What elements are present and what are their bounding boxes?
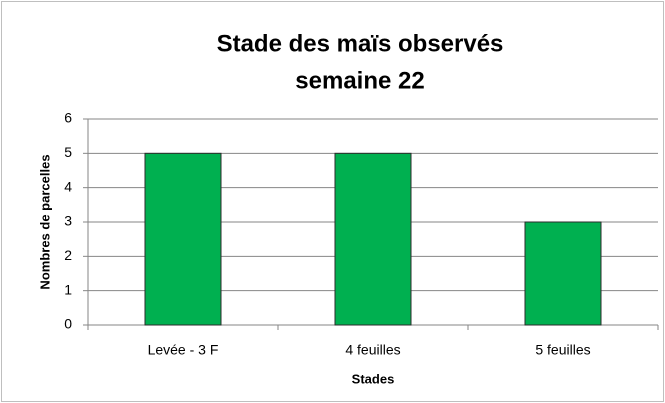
y-tick-label: 2: [64, 247, 72, 263]
chart-title: Stade des maïs observés: [217, 30, 504, 57]
x-tick-label: 5 feuilles: [535, 342, 590, 358]
y-tick-label: 1: [64, 281, 72, 297]
y-tick-label: 3: [64, 213, 72, 229]
x-axis-title: Stades: [352, 371, 395, 386]
y-tick-label: 6: [64, 110, 72, 126]
bar: [334, 152, 412, 326]
y-tick-label: 0: [64, 316, 72, 332]
y-axis-title: Nombres de parcelles: [37, 154, 52, 289]
chart-title: semaine 22: [295, 67, 424, 94]
bar: [144, 152, 222, 326]
y-tick-label: 5: [64, 144, 72, 160]
x-tick-label: 4 feuilles: [345, 342, 400, 358]
x-tick-label: Levée - 3 F: [148, 342, 219, 358]
y-tick-label: 4: [64, 178, 72, 194]
bar: [524, 221, 602, 326]
